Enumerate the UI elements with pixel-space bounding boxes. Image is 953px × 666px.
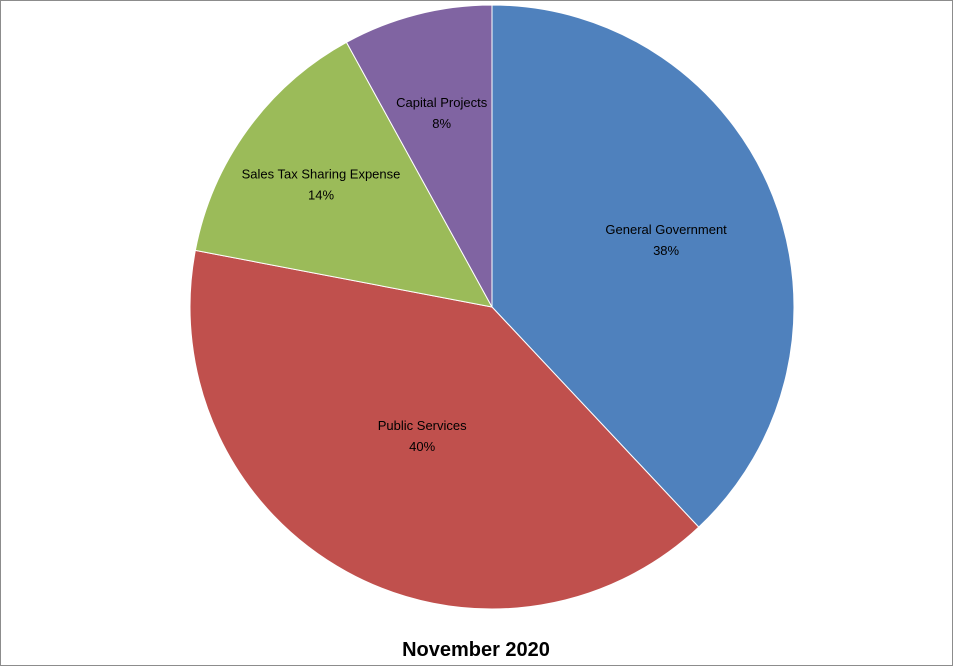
slice-label-capital-projects: Capital Projects	[396, 95, 488, 110]
slice-label-public-services: Public Services	[378, 418, 467, 433]
pie-slice-public-services	[189, 249, 700, 610]
pie-slice-capital-projects	[345, 4, 493, 308]
slice-value-capital-projects: 8%	[432, 116, 451, 131]
slice-value-sales-tax-sharing-expense: 14%	[308, 188, 334, 203]
slice-label-general-government: General Government	[605, 222, 727, 237]
pie-labels: General Government 38% Public Services 40% S…	[242, 95, 728, 454]
pie-slice-general-government	[491, 4, 795, 528]
slice-label-sales-tax-sharing-expense: Sales Tax Sharing Expense	[242, 167, 401, 182]
slice-value-public-services: 40%	[409, 439, 435, 454]
pie-slice-sales-tax-sharing-expense	[194, 41, 493, 308]
slice-value-general-government: 38%	[653, 243, 679, 258]
pie-slices	[189, 4, 795, 610]
chart-title: November 2020	[402, 639, 550, 661]
